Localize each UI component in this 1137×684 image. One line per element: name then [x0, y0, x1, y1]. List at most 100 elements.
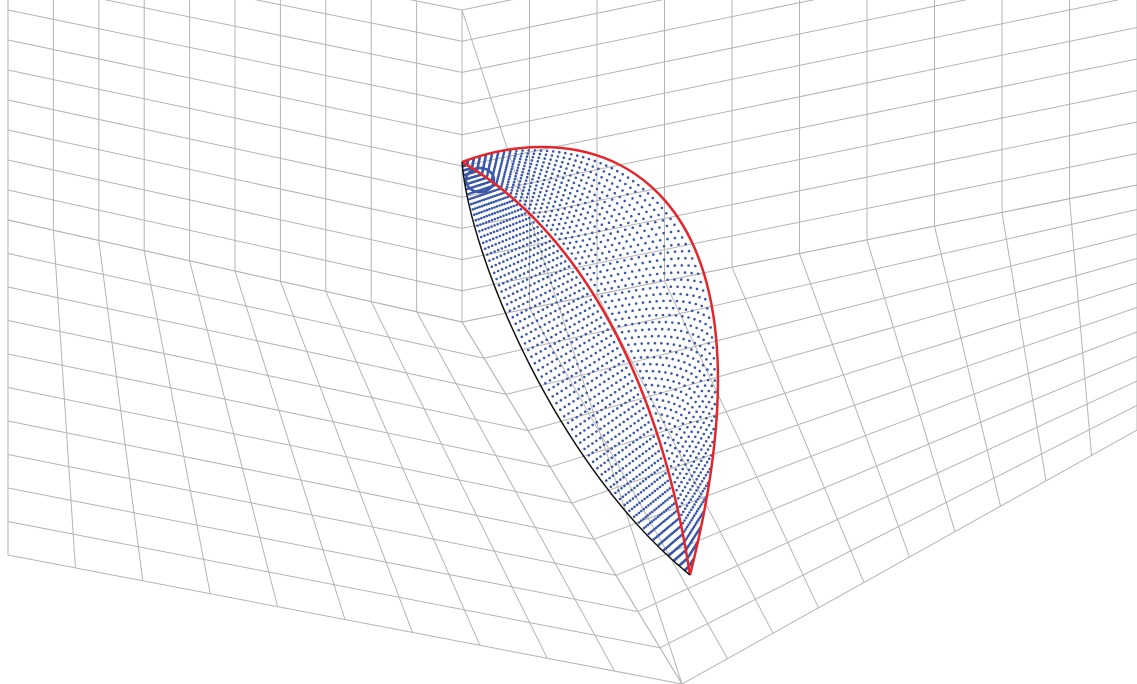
data-point: [480, 204, 484, 208]
data-point: [665, 356, 668, 360]
data-point: [677, 497, 680, 500]
data-point: [613, 237, 617, 240]
data-point: [650, 454, 654, 458]
data-point: [637, 255, 641, 259]
data-point: [701, 467, 705, 471]
data-point: [651, 491, 654, 495]
data-point: [601, 252, 604, 255]
data-point: [704, 394, 707, 398]
data-point: [528, 207, 531, 210]
data-point: [618, 432, 621, 436]
data-point: [662, 285, 666, 289]
data-point: [697, 486, 700, 489]
floor-gridline: [659, 405, 1137, 649]
floor-gridline: [505, 233, 1137, 395]
data-point: [651, 196, 655, 200]
data-point: [659, 292, 662, 296]
data-point: [503, 274, 507, 277]
data-point: [517, 163, 520, 167]
data-point: [700, 448, 703, 451]
data-point: [648, 314, 651, 317]
data-point: [599, 349, 602, 352]
data-point: [638, 295, 641, 298]
data-point: [687, 491, 690, 495]
data-point: [554, 271, 558, 275]
data-point: [540, 375, 544, 378]
data-point: [603, 461, 606, 465]
data-point: [556, 324, 559, 328]
data-point: [653, 480, 656, 484]
data-point: [484, 227, 487, 231]
data-point: [563, 267, 566, 271]
data-point: [605, 257, 608, 260]
data-point: [681, 422, 685, 425]
data-point: [569, 286, 573, 289]
data-point: [576, 171, 579, 174]
data-point: [480, 210, 484, 214]
data-point: [577, 353, 580, 357]
data-point: [555, 392, 559, 396]
data-point: [658, 239, 662, 242]
data-point: [509, 170, 513, 173]
data-point: [476, 224, 479, 227]
data-point: [502, 151, 506, 154]
data-point: [699, 437, 703, 440]
data-point: [562, 193, 565, 197]
data-point: [615, 480, 619, 484]
data-point: [510, 249, 514, 253]
data-point: [525, 243, 529, 246]
data-point: [623, 271, 627, 275]
data-point: [642, 526, 646, 530]
data-point: [548, 181, 551, 184]
data-point: [564, 236, 568, 240]
data-point: [677, 463, 680, 467]
data-point: [651, 307, 655, 310]
data-point: [632, 396, 636, 399]
data-point: [524, 217, 528, 221]
data-point: [490, 201, 493, 204]
floor-gridline: [7, 454, 617, 576]
data-point: [560, 232, 563, 235]
data-point: [559, 269, 562, 273]
data-point: [591, 414, 595, 417]
data-point: [661, 219, 665, 222]
data-point: [592, 370, 595, 373]
data-point: [650, 334, 654, 338]
data-point: [626, 417, 629, 421]
data-point: [621, 394, 624, 398]
data-point: [502, 214, 505, 218]
data-point: [663, 335, 667, 338]
data-point: [481, 241, 485, 245]
data-point: [557, 315, 560, 319]
data-point: [604, 300, 607, 304]
data-point: [680, 250, 684, 253]
data-point: [579, 179, 583, 182]
data-point: [484, 221, 488, 224]
data-point: [628, 373, 631, 376]
data-point: [663, 481, 667, 485]
data-point: [678, 405, 681, 408]
data-point: [579, 198, 582, 201]
data-point: [698, 505, 702, 508]
data-point: [490, 244, 494, 248]
data-point: [583, 168, 587, 171]
data-point: [712, 357, 716, 360]
data-point: [591, 260, 594, 263]
data-point: [607, 221, 611, 224]
data-point: [654, 377, 657, 380]
data-point: [660, 342, 663, 345]
data-point: [504, 288, 508, 291]
data-point: [691, 495, 694, 498]
data-point: [674, 388, 677, 391]
data-point: [624, 297, 628, 300]
data-point: [622, 359, 625, 363]
data-point: [567, 368, 570, 371]
data-point: [672, 438, 675, 442]
data-point: [587, 426, 590, 430]
data-point: [605, 479, 608, 482]
data-point: [579, 213, 583, 216]
data-point: [532, 227, 536, 230]
data-point: [658, 485, 662, 489]
data-point: [702, 313, 705, 317]
data-point: [575, 425, 578, 429]
